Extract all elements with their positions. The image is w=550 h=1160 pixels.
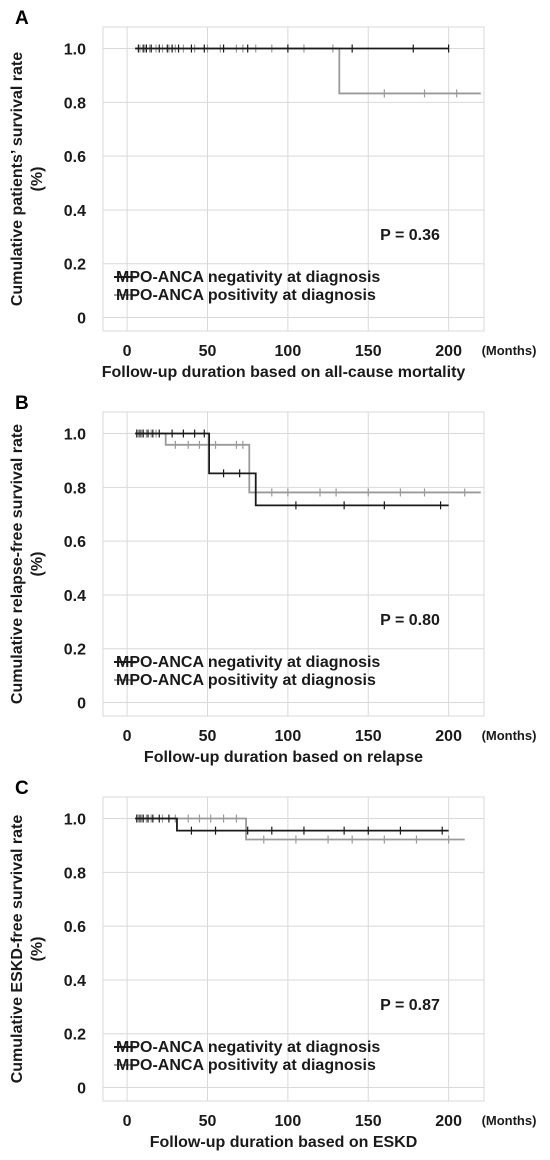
series-line-negativity bbox=[135, 817, 449, 832]
x-tick-label: 0 bbox=[123, 1113, 132, 1130]
series-line-negativity bbox=[135, 432, 449, 507]
x-axis-title: Follow-up duration based on ESKD bbox=[150, 1134, 418, 1151]
x-tick-label: 100 bbox=[275, 728, 302, 745]
survival-chart-c: 0 50 100 150 200 (Months) 0 0.2 0.4 0.6 0.8 1.0 Foll… bbox=[9, 778, 537, 1151]
series-line-positivity bbox=[135, 432, 481, 494]
y-axis-title: (%) bbox=[29, 937, 46, 962]
x-tick-label: 0 bbox=[123, 343, 132, 360]
panel-a: 0 50 100 150 200 (Months) 0 0.2 0.4 0.6 0.8 1.0 Foll… bbox=[0, 0, 550, 385]
y-tick-label: 0 bbox=[77, 696, 86, 713]
x-tick-label: 200 bbox=[435, 343, 462, 360]
y-axis-title: (%) bbox=[29, 167, 46, 192]
legend-label: MPO-ANCA positivity at diagnosis bbox=[116, 1057, 376, 1074]
plot-frame bbox=[102, 796, 485, 1102]
y-tick-label: 1.0 bbox=[64, 427, 86, 444]
y-tick-label: 0.2 bbox=[64, 1027, 86, 1044]
y-tick-label: 0.2 bbox=[64, 642, 86, 659]
x-tick-label: 200 bbox=[435, 728, 462, 745]
x-axis-title: Follow-up duration based on relapse bbox=[144, 749, 423, 766]
panel-c: 0 50 100 150 200 (Months) 0 0.2 0.4 0.6 0.8 1.0 Foll… bbox=[0, 770, 550, 1155]
y-tick-label: 0.2 bbox=[64, 257, 86, 274]
p-value-annotation: P = 0.36 bbox=[380, 227, 440, 244]
x-tick-label: 100 bbox=[275, 343, 302, 360]
x-tick-label: 100 bbox=[275, 1113, 302, 1130]
x-tick-label: 50 bbox=[199, 1113, 217, 1130]
y-tick-label: 0.6 bbox=[64, 919, 86, 936]
plot-frame bbox=[102, 411, 485, 717]
y-tick-label: 0 bbox=[77, 311, 86, 328]
panel-label: A bbox=[15, 8, 29, 29]
y-axis-title: (%) bbox=[29, 552, 46, 577]
legend-label: MPO-ANCA positivity at diagnosis bbox=[116, 287, 376, 304]
panel-label: C bbox=[15, 778, 29, 799]
y-tick-label: 1.0 bbox=[64, 812, 86, 829]
series-line-positivity bbox=[135, 47, 481, 95]
p-value-annotation: P = 0.87 bbox=[380, 997, 440, 1014]
x-axis-title: Follow-up duration based on all-cause mo… bbox=[102, 364, 466, 381]
plot-frame bbox=[102, 26, 485, 332]
x-unit-label: (Months) bbox=[482, 343, 537, 358]
p-value-annotation: P = 0.80 bbox=[380, 612, 440, 629]
x-tick-label: 50 bbox=[199, 728, 217, 745]
survival-chart-b: 0 50 100 150 200 (Months) 0 0.2 0.4 0.6 0.8 1.0 Foll… bbox=[9, 393, 537, 766]
series-line-positivity bbox=[135, 817, 465, 841]
x-tick-label: 50 bbox=[199, 343, 217, 360]
x-tick-label: 150 bbox=[355, 343, 382, 360]
panel-label: B bbox=[15, 393, 29, 414]
y-tick-label: 0.4 bbox=[64, 588, 86, 605]
legend-label: MPO-ANCA negativity at diagnosis bbox=[116, 1039, 380, 1056]
legend-label: MPO-ANCA negativity at diagnosis bbox=[116, 654, 380, 671]
y-tick-label: 0.4 bbox=[64, 973, 86, 990]
y-tick-label: 0.4 bbox=[64, 203, 86, 220]
y-tick-label: 0.8 bbox=[64, 480, 86, 497]
x-tick-label: 150 bbox=[355, 1113, 382, 1130]
y-axis-title: Cumulative patients’ survival rate bbox=[9, 52, 26, 306]
y-tick-label: 0.6 bbox=[64, 534, 86, 551]
legend-label: MPO-ANCA positivity at diagnosis bbox=[116, 672, 376, 689]
x-tick-label: 0 bbox=[123, 728, 132, 745]
y-tick-label: 0.8 bbox=[64, 865, 86, 882]
y-tick-label: 0.8 bbox=[64, 95, 86, 112]
y-tick-label: 1.0 bbox=[64, 42, 86, 59]
survival-chart-a: 0 50 100 150 200 (Months) 0 0.2 0.4 0.6 0.8 1.0 Foll… bbox=[9, 8, 537, 381]
panel-b: 0 50 100 150 200 (Months) 0 0.2 0.4 0.6 0.8 1.0 Foll… bbox=[0, 385, 550, 770]
x-unit-label: (Months) bbox=[482, 1113, 537, 1128]
x-tick-label: 150 bbox=[355, 728, 382, 745]
x-unit-label: (Months) bbox=[482, 728, 537, 743]
x-tick-label: 200 bbox=[435, 1113, 462, 1130]
y-tick-label: 0 bbox=[77, 1081, 86, 1098]
legend-label: MPO-ANCA negativity at diagnosis bbox=[116, 269, 380, 286]
y-axis-title: Cumulative ESKD-free survival rate bbox=[9, 815, 26, 1084]
y-tick-label: 0.6 bbox=[64, 149, 86, 166]
y-axis-title: Cumulative relapse-free survival rate bbox=[9, 424, 26, 704]
